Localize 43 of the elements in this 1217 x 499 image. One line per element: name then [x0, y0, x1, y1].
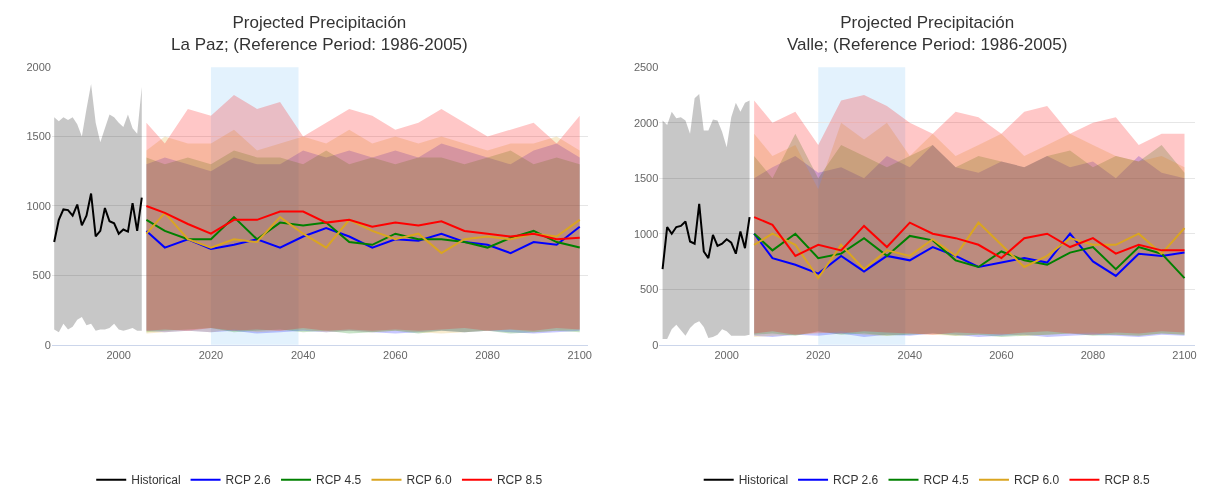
chart-title: Projected Precipitación La Paz; (Reference Period: 1986-2005) [171, 13, 468, 55]
line-series [661, 202, 751, 271]
legend-label: RCP 2.6 [833, 473, 879, 488]
y-tick-label: 500 [32, 269, 51, 282]
line-series [753, 221, 1186, 280]
x-tick-label: 2060 [383, 348, 408, 361]
x-tick-label: 2000 [106, 348, 131, 361]
legend-label: Historical [738, 473, 789, 488]
x-tick-label: 2080 [475, 348, 500, 361]
line-series [145, 204, 581, 241]
legend-label: RCP 8.5 [1104, 473, 1150, 488]
y-tick-label: 2000 [26, 61, 51, 74]
x-tick-label: 2100 [567, 348, 592, 361]
x-tick-label: 2000 [714, 348, 739, 361]
y-tick-label: 2000 [633, 116, 659, 129]
y-tick-label: 1500 [633, 172, 659, 185]
y-tick-label: 1000 [633, 227, 659, 240]
line-series [753, 216, 1186, 260]
line-series [145, 216, 581, 249]
y-tick-label: 0 [652, 338, 659, 351]
y-tick-label: 1000 [26, 199, 51, 212]
x-tick-label: 2040 [897, 348, 923, 361]
x-tick-label: 2020 [198, 348, 224, 361]
line-series [145, 225, 581, 255]
chart-title: Projected Precipitación Valle; (Reference Period: 1986-2005) [787, 13, 1068, 55]
legend-label: RCP 6.0 [406, 473, 452, 488]
legend-label: RCP 6.0 [1013, 473, 1060, 488]
legend-label: RCP 2.6 [225, 473, 272, 488]
y-tick-label: 1500 [26, 130, 51, 143]
legend-label: RCP 4.5 [316, 473, 362, 488]
y-tick-label: 2500 [633, 61, 659, 74]
x-tick-label: 2020 [806, 348, 831, 361]
x-tick-label: 2080 [1080, 348, 1106, 361]
x-tick-label: 2100 [1172, 348, 1197, 361]
line-series [145, 211, 581, 255]
y-tick-label: 0 [44, 338, 51, 351]
legend-label: RCP 4.5 [923, 473, 969, 488]
x-tick-label: 2060 [989, 348, 1014, 361]
legend-label: Historical [131, 473, 181, 488]
y-tick-label: 500 [640, 283, 659, 296]
legend-label: RCP 8.5 [496, 473, 543, 488]
x-tick-label: 2040 [290, 348, 316, 361]
line-series [53, 192, 143, 244]
